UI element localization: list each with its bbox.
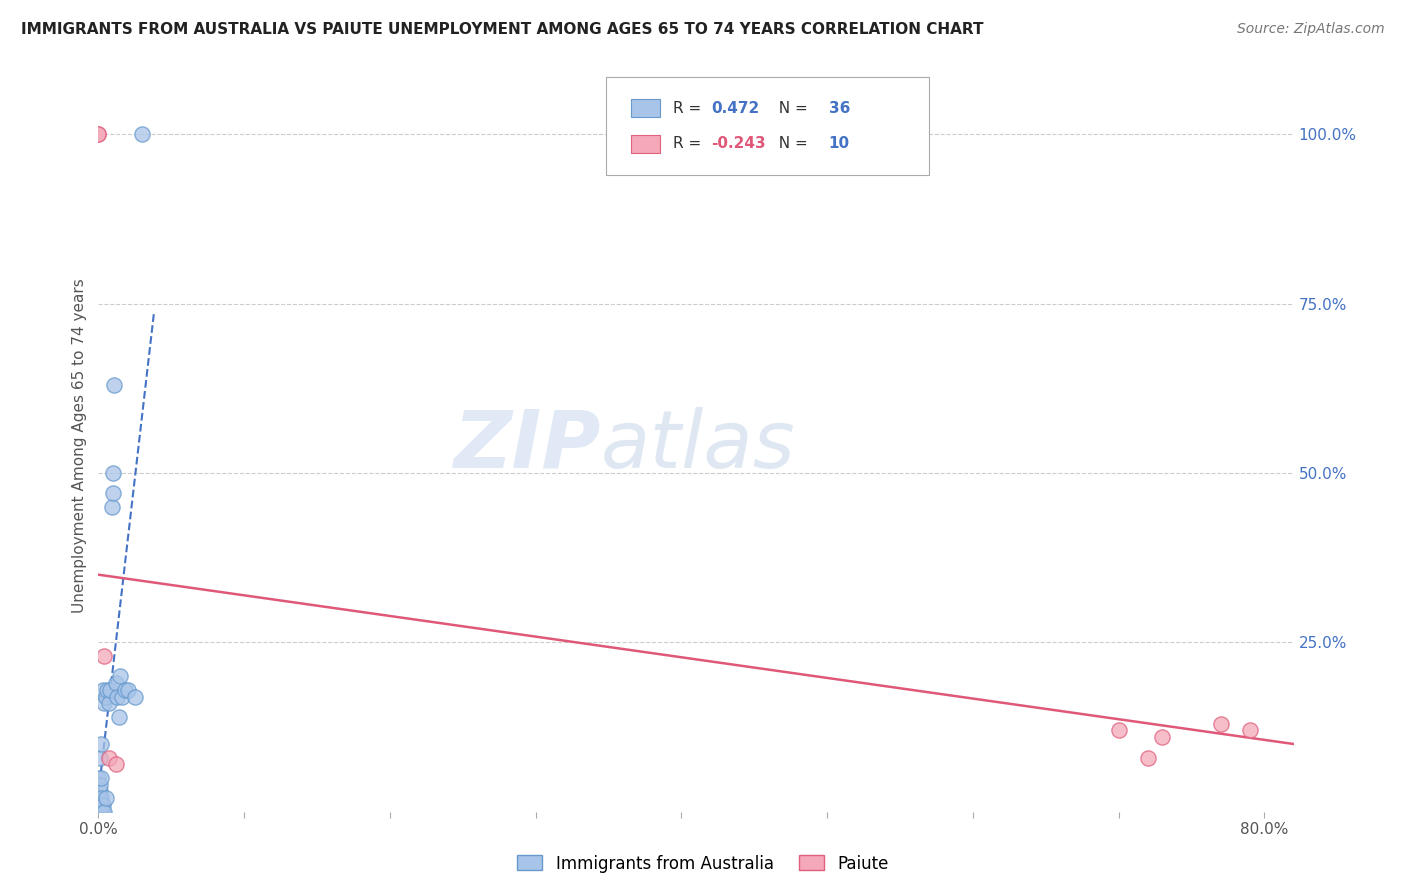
Text: 36: 36 <box>828 101 851 116</box>
Point <box>89 750 111 764</box>
Point <box>94 690 117 704</box>
Point <box>1209 716 1232 731</box>
FancyBboxPatch shape <box>631 135 661 153</box>
Point <box>1108 723 1130 738</box>
Point <box>1239 723 1261 738</box>
Text: -0.243: -0.243 <box>711 136 766 152</box>
Point <box>93 648 115 663</box>
Point <box>89 805 111 819</box>
Point <box>90 791 112 805</box>
Point <box>97 697 120 711</box>
Point <box>87 128 110 142</box>
Point <box>104 757 127 772</box>
Point <box>89 784 111 798</box>
Y-axis label: Unemployment Among Ages 65 to 74 years: Unemployment Among Ages 65 to 74 years <box>72 278 87 614</box>
Text: R =: R = <box>673 101 706 116</box>
Point <box>93 805 115 819</box>
Point <box>1136 750 1159 764</box>
Point <box>124 690 146 704</box>
Point <box>1152 730 1174 744</box>
Point <box>97 750 120 764</box>
Point <box>101 466 124 480</box>
Point <box>114 682 136 697</box>
Point <box>108 710 131 724</box>
Text: N =: N = <box>769 136 813 152</box>
Point <box>98 682 121 697</box>
Point <box>90 805 112 819</box>
FancyBboxPatch shape <box>631 99 661 117</box>
Text: IMMIGRANTS FROM AUSTRALIA VS PAIUTE UNEMPLOYMENT AMONG AGES 65 TO 74 YEARS CORRE: IMMIGRANTS FROM AUSTRALIA VS PAIUTE UNEM… <box>21 22 984 37</box>
Point <box>90 771 112 785</box>
Point <box>87 771 110 785</box>
Point <box>94 791 117 805</box>
Legend: Immigrants from Australia, Paiute: Immigrants from Australia, Paiute <box>510 848 896 880</box>
Point <box>93 697 115 711</box>
Point <box>89 778 111 792</box>
Point <box>90 737 112 751</box>
Point <box>91 797 114 812</box>
Point <box>104 676 127 690</box>
Text: ZIP: ZIP <box>453 407 600 485</box>
Text: R =: R = <box>673 136 706 152</box>
Point <box>131 128 153 142</box>
Point <box>90 797 112 812</box>
Point <box>91 682 114 697</box>
Point <box>110 669 132 683</box>
Point <box>105 690 128 704</box>
Point <box>87 791 110 805</box>
Point <box>117 682 139 697</box>
Point <box>91 805 114 819</box>
Point <box>103 378 125 392</box>
Text: 10: 10 <box>828 136 849 152</box>
Text: atlas: atlas <box>600 407 796 485</box>
Text: N =: N = <box>769 101 813 116</box>
Text: Source: ZipAtlas.com: Source: ZipAtlas.com <box>1237 22 1385 37</box>
Point <box>101 486 124 500</box>
FancyBboxPatch shape <box>606 77 929 176</box>
Point <box>100 500 122 514</box>
Point <box>96 682 118 697</box>
Point <box>89 797 111 812</box>
Point <box>111 690 134 704</box>
Text: 0.472: 0.472 <box>711 101 759 116</box>
Point <box>87 128 110 142</box>
Point <box>89 791 111 805</box>
